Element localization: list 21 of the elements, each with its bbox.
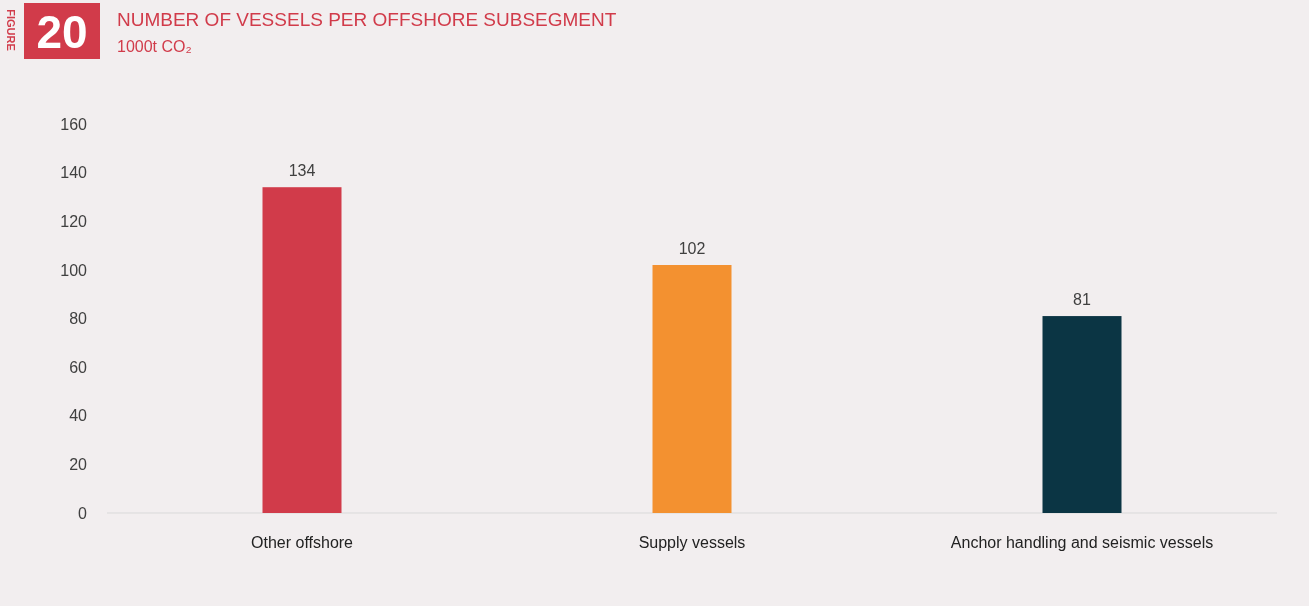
chart-title: NUMBER OF VESSELS PER OFFSHORE SUBSEGMENT [117, 9, 617, 30]
y-tick-label: 60 [69, 358, 88, 376]
y-tick-label: 0 [78, 504, 88, 522]
data-label: 81 [1073, 291, 1091, 309]
y-tick-label: 20 [69, 455, 88, 473]
bar [652, 265, 732, 513]
text: FIGURE [5, 9, 17, 51]
chart-subtitle: 1000t CO₂ [117, 38, 192, 55]
data-label: 134 [288, 162, 316, 180]
bar [1042, 316, 1122, 513]
y-tick-label: 160 [60, 115, 88, 133]
y-tick-label: 140 [60, 164, 88, 182]
x-tick-label: Supply vessels [638, 534, 746, 552]
y-tick-label: 100 [60, 261, 88, 279]
bar [262, 187, 342, 513]
x-tick-label: Anchor handling and seismic vessels [950, 534, 1214, 552]
y-tick-label: 80 [69, 310, 88, 328]
y-tick-label: 40 [69, 407, 88, 425]
x-tick-label: Other offshore [251, 534, 354, 552]
y-tick-label: 120 [60, 212, 88, 230]
data-label: 102 [678, 240, 706, 258]
